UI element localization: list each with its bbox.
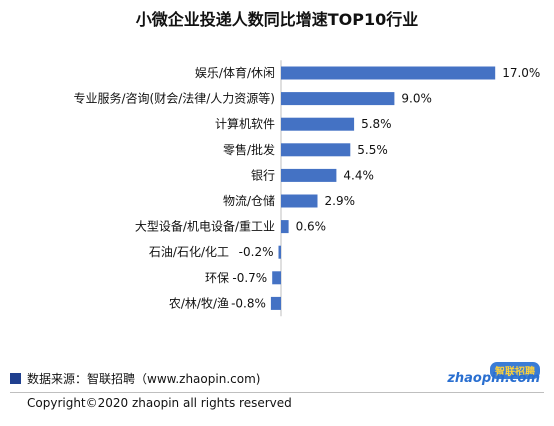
category-label: 计算机软件 (215, 116, 275, 131)
zhaopin-logo: 智联招聘 zhaopin.com (447, 362, 540, 386)
bar (272, 271, 281, 285)
footer-divider (10, 392, 544, 393)
value-label: 9.0% (401, 92, 432, 106)
category-label: 银行 (251, 168, 275, 182)
category-label: 农/林/牧/渔 (169, 296, 229, 310)
bar (281, 117, 355, 131)
value-label: -0.7% (232, 271, 267, 285)
bar (281, 220, 289, 234)
category-label: 环保 (205, 271, 229, 285)
logo-text-en: zhaopin.com (447, 371, 540, 386)
value-label: -0.2% (239, 245, 274, 259)
value-label: 5.5% (357, 143, 388, 157)
data-source: 数据来源：智联招聘（www.zhaopin.com) (10, 370, 260, 386)
value-label: 0.6% (296, 220, 327, 234)
value-label: 2.9% (325, 194, 356, 208)
source-text: 数据来源：智联招聘（www.zhaopin.com) (27, 371, 261, 386)
bar (281, 92, 395, 106)
value-label: -0.8% (231, 296, 266, 310)
source-marker-icon (10, 372, 21, 384)
category-label: 大型设备/机电设备/重工业 (135, 220, 275, 234)
category-label: 石油/石化/化工 (149, 245, 229, 259)
logo-text-cn: 智联招聘 (490, 362, 540, 379)
bar (281, 194, 318, 208)
category-label: 专业服务/咨询(财会/法律/人力资源等) (74, 91, 276, 106)
bar (270, 296, 281, 310)
value-label: 5.8% (361, 117, 392, 131)
category-label: 物流/仓储 (223, 193, 275, 208)
value-label: 4.4% (343, 168, 374, 182)
bar (281, 168, 337, 182)
bar (281, 66, 496, 80)
value-label: 17.0% (502, 66, 540, 80)
category-label: 零售/批发 (223, 142, 275, 157)
category-label: 娱乐/体育/休闲 (195, 65, 275, 80)
bar (278, 245, 281, 259)
bar (281, 143, 351, 157)
chart-title: 小微企业投递人数同比增速TOP10行业 (135, 10, 419, 29)
copyright-text: Copyright©2020 zhaopin all rights reserv… (27, 396, 292, 410)
